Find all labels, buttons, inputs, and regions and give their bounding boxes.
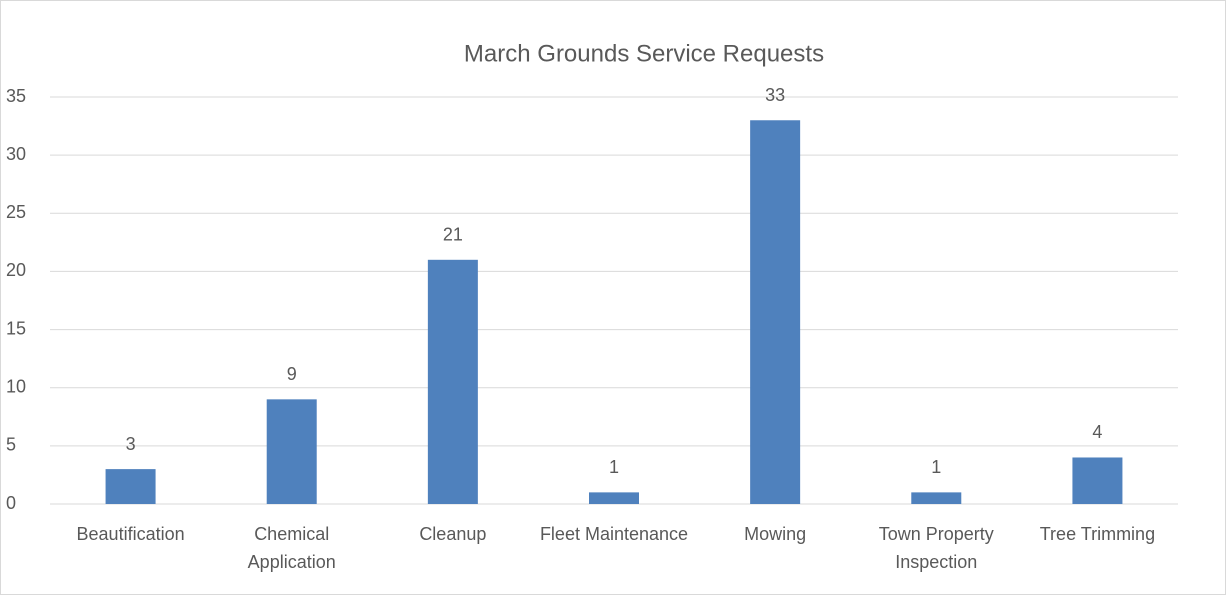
data-label: 21 — [443, 225, 463, 245]
bar — [105, 469, 156, 504]
y-tick-label: 0 — [6, 493, 16, 513]
x-tick-label: Mowing — [744, 524, 807, 544]
data-label: 3 — [126, 434, 136, 454]
bar — [427, 259, 478, 504]
x-tick-label-box: Town Property Inspection — [878, 524, 994, 572]
bar — [589, 492, 639, 504]
x-tick-label: Fleet Maintenance — [539, 524, 689, 544]
y-tick-label: 35 — [6, 86, 26, 106]
bar — [911, 492, 962, 504]
y-tick-label: 25 — [6, 202, 26, 222]
data-label: 4 — [1092, 422, 1102, 442]
x-tick-label-box: Beautification — [76, 524, 185, 544]
bar — [1072, 457, 1123, 504]
x-tick-label: Cleanup — [419, 524, 487, 544]
y-tick-label: 15 — [6, 318, 26, 338]
bar — [266, 399, 317, 504]
data-label: 33 — [765, 85, 785, 105]
data-label: 1 — [931, 457, 941, 477]
data-label: 1 — [609, 457, 619, 477]
chart-title: March Grounds Service Requests — [464, 40, 824, 67]
x-tick-label: Town Property Inspection — [878, 524, 994, 572]
x-tick-label-box: Cleanup — [419, 524, 487, 544]
x-tick-label: Chemical Application — [247, 524, 336, 572]
x-tick-label: Tree Trimming — [1039, 524, 1156, 544]
y-tick-label: 20 — [6, 260, 26, 280]
bar — [750, 120, 801, 504]
y-tick-label: 5 — [6, 435, 16, 455]
x-tick-label-box: Mowing — [744, 524, 807, 544]
y-tick-label: 30 — [6, 144, 26, 164]
x-tick-label-box: Chemical Application — [247, 524, 336, 572]
x-tick-label-box: Fleet Maintenance — [539, 524, 689, 544]
x-tick-label-box: Tree Trimming — [1039, 524, 1156, 544]
x-tick-label: Beautification — [76, 524, 185, 544]
y-tick-label: 10 — [6, 376, 26, 396]
data-label: 9 — [287, 364, 297, 384]
